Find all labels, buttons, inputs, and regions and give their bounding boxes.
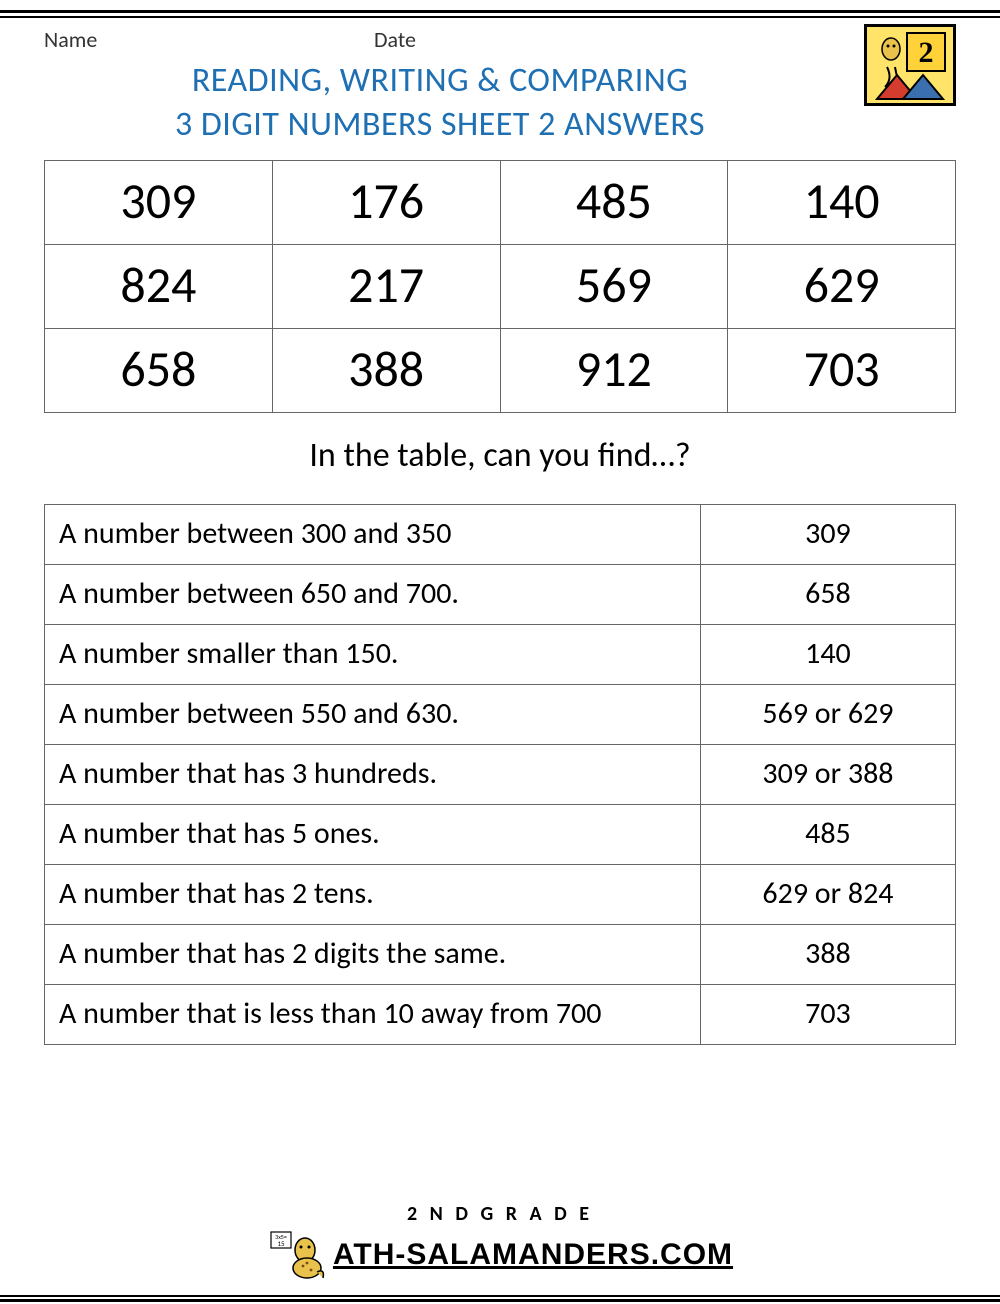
answer-cell: 309 or 388 <box>700 745 955 805</box>
number-cell: 658 <box>45 329 273 413</box>
question-cell: A number that is less than 10 away from … <box>45 985 701 1045</box>
answer-cell: 485 <box>700 805 955 865</box>
table-row: A number that has 2 digits the same.388 <box>45 925 956 985</box>
table-row: A number between 650 and 700.658 <box>45 565 956 625</box>
header-row: Name Date 2 <box>44 26 956 53</box>
number-grid-table: 309176485140824217569629658388912703 <box>44 160 956 413</box>
question-cell: A number that has 3 hundreds. <box>45 745 701 805</box>
answer-cell: 658 <box>700 565 955 625</box>
table-row: A number between 300 and 350309 <box>45 505 956 565</box>
brand-row: 3x5= 15 ATH-SALAMANDERS.COM <box>267 1228 733 1282</box>
table-row: 309176485140 <box>45 161 956 245</box>
title-line-1: READING, WRITING & COMPARING <box>192 60 688 101</box>
grade-badge-icon: 2 <box>864 24 956 106</box>
question-cell: A number smaller than 150. <box>45 625 701 685</box>
table-row: A number that has 3 hundreds.309 or 388 <box>45 745 956 805</box>
prompt-text: In the table, can you find…? <box>44 435 956 476</box>
question-cell: A number that has 2 tens. <box>45 865 701 925</box>
number-cell: 703 <box>728 329 956 413</box>
question-cell: A number between 550 and 630. <box>45 685 701 745</box>
name-label: Name <box>44 26 374 53</box>
table-row: A number that has 5 ones.485 <box>45 805 956 865</box>
number-cell: 485 <box>500 161 728 245</box>
table-row: 824217569629 <box>45 245 956 329</box>
question-cell: A number that has 5 ones. <box>45 805 701 865</box>
table-row: A number between 550 and 630.569 or 629 <box>45 685 956 745</box>
title-line-2: 3 DIGIT NUMBERS SHEET 2 ANSWERS <box>175 104 705 145</box>
answer-cell: 703 <box>700 985 955 1045</box>
salamander-icon: 3x5= 15 <box>267 1228 327 1282</box>
table-row: A number that is less than 10 away from … <box>45 985 956 1045</box>
answers-table: A number between 300 and 350309A number … <box>44 504 956 1045</box>
top-double-rule <box>0 10 1000 18</box>
answer-cell: 388 <box>700 925 955 985</box>
svg-text:2: 2 <box>919 36 934 69</box>
question-cell: A number between 650 and 700. <box>45 565 701 625</box>
number-cell: 569 <box>500 245 728 329</box>
number-cell: 309 <box>45 161 273 245</box>
number-cell: 912 <box>500 329 728 413</box>
answer-cell: 569 or 629 <box>700 685 955 745</box>
bottom-double-rule <box>0 1295 1000 1302</box>
number-cell: 629 <box>728 245 956 329</box>
number-cell: 217 <box>272 245 500 329</box>
number-cell: 388 <box>272 329 500 413</box>
number-cell: 824 <box>45 245 273 329</box>
table-row: A number smaller than 150.140 <box>45 625 956 685</box>
answer-cell: 309 <box>700 505 955 565</box>
table-row: 658388912703 <box>45 329 956 413</box>
question-cell: A number between 300 and 350 <box>45 505 701 565</box>
grade-level-text: 2 N D G R A D E <box>407 1202 593 1226</box>
number-cell: 176 <box>272 161 500 245</box>
question-cell: A number that has 2 digits the same. <box>45 925 701 985</box>
worksheet-page: Name Date 2 READING, WRITING & COMPARING… <box>0 18 1000 1045</box>
worksheet-title: READING, WRITING & COMPARING 3 DIGIT NUM… <box>44 59 836 146</box>
number-cell: 140 <box>728 161 956 245</box>
svg-text:15: 15 <box>277 1239 285 1248</box>
answer-cell: 140 <box>700 625 955 685</box>
table-row: A number that has 2 tens.629 or 824 <box>45 865 956 925</box>
site-name: ATH-SALAMANDERS.COM <box>333 1238 733 1272</box>
page-footer: 2 N D G R A D E 3x5= 15 ATH-SALAMANDERS.… <box>0 1202 1000 1282</box>
answer-cell: 629 or 824 <box>700 865 955 925</box>
